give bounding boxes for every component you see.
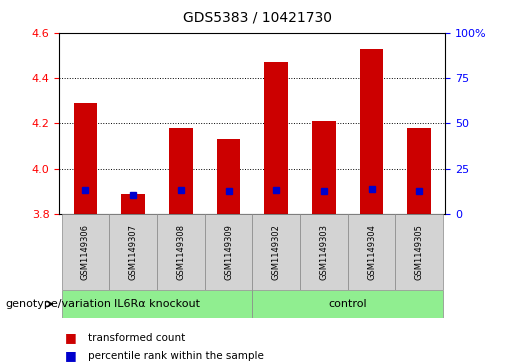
Bar — [264, 62, 288, 214]
Text: GSM1149307: GSM1149307 — [129, 224, 138, 280]
Text: GSM1149308: GSM1149308 — [176, 224, 185, 280]
Bar — [121, 194, 145, 214]
Bar — [74, 103, 97, 214]
Text: GDS5383 / 10421730: GDS5383 / 10421730 — [183, 11, 332, 25]
Text: ■: ■ — [64, 349, 76, 362]
Bar — [109, 214, 157, 290]
Text: GSM1149309: GSM1149309 — [224, 224, 233, 280]
Text: percentile rank within the sample: percentile rank within the sample — [88, 351, 264, 361]
Bar — [252, 290, 443, 318]
Bar — [157, 214, 204, 290]
Text: GSM1149305: GSM1149305 — [415, 224, 424, 280]
Bar — [407, 128, 431, 214]
Bar — [359, 49, 384, 214]
Bar — [396, 214, 443, 290]
Bar — [312, 121, 336, 214]
Text: transformed count: transformed count — [88, 333, 185, 343]
Text: GSM1149306: GSM1149306 — [81, 224, 90, 280]
Bar — [252, 214, 300, 290]
Bar — [204, 214, 252, 290]
Text: ■: ■ — [64, 331, 76, 344]
Text: GSM1149304: GSM1149304 — [367, 224, 376, 280]
Text: GSM1149302: GSM1149302 — [272, 224, 281, 280]
Bar — [169, 128, 193, 214]
Text: control: control — [329, 299, 367, 309]
Bar — [62, 214, 109, 290]
Text: GSM1149303: GSM1149303 — [319, 224, 329, 280]
Text: IL6Rα knockout: IL6Rα knockout — [114, 299, 200, 309]
Bar — [348, 214, 396, 290]
Bar — [300, 214, 348, 290]
Bar — [62, 290, 252, 318]
Text: genotype/variation: genotype/variation — [5, 299, 111, 309]
Bar — [217, 139, 241, 214]
